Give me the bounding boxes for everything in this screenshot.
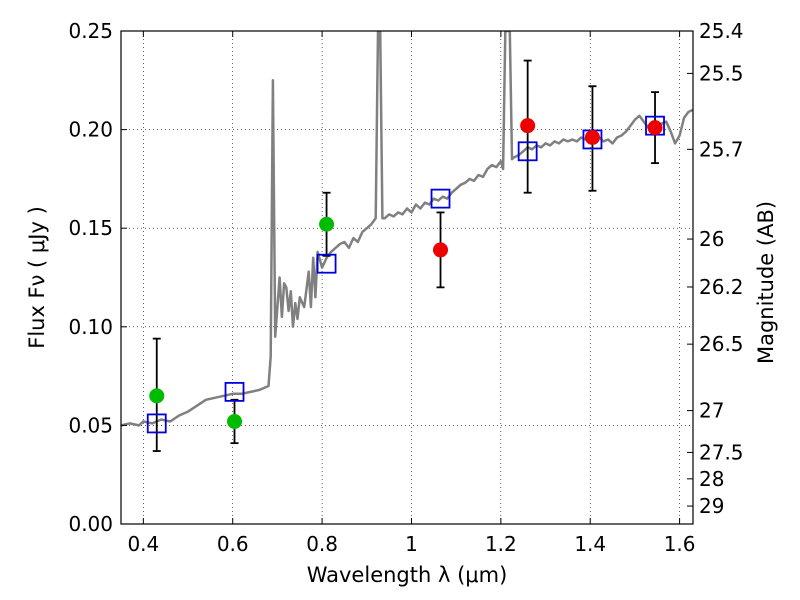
y-tick-label: 0.15 — [68, 216, 113, 240]
y2-tick-label: 26.5 — [699, 332, 744, 356]
plot-area — [121, 31, 693, 427]
x-tick-label: 0.4 — [127, 532, 159, 556]
observed-point-marker — [149, 388, 165, 404]
y2-axis-label: Magnitude (AB) — [754, 201, 778, 364]
y-tick-label: 0.25 — [68, 19, 113, 43]
x-tick-label: 0.8 — [306, 532, 338, 556]
x-tick-label: 0.6 — [217, 532, 249, 556]
observed-point-marker — [647, 120, 663, 136]
x-tick-label: 1.2 — [485, 532, 517, 556]
y2-tick-label: 28 — [699, 467, 724, 491]
x-axis-label: Wavelength λ (μm) — [307, 563, 508, 587]
observed-point-marker — [584, 129, 600, 145]
x-tick-label: 1.4 — [574, 532, 606, 556]
y-tick-label: 0.05 — [68, 413, 113, 437]
model-square-marker — [146, 413, 167, 434]
observed-point-marker — [319, 216, 335, 232]
y2-tick-label: 27 — [699, 399, 724, 423]
spectrum-line — [121, 31, 693, 427]
grid — [121, 30, 693, 525]
y-tick-label: 0.20 — [68, 118, 113, 142]
y-tick-label: 0.10 — [68, 315, 113, 339]
y2-tick-label: 25.4 — [699, 19, 744, 43]
plot-frame — [120, 30, 694, 525]
observed-point-marker — [520, 118, 536, 134]
y2-tick-label: 26.2 — [699, 275, 744, 299]
y2-tick-label: 29 — [699, 494, 724, 518]
model-square-marker — [517, 141, 538, 162]
y2-tick-label: 27.5 — [699, 440, 744, 464]
y2-tick-label: 26 — [699, 227, 724, 251]
axes: 0.4 0.6 0.8 1 1.2 1.4 1.6 0.00 0.05 0.10 0.15 0.20 0… — [68, 19, 743, 556]
model-square-marker — [316, 253, 337, 274]
model-square-marker — [430, 188, 451, 209]
x-tick-label: 1.6 — [664, 532, 696, 556]
y-tick-label: 0.00 — [68, 512, 113, 536]
x-tick-label: 1 — [405, 532, 418, 556]
y2-tick-label: 25.5 — [699, 61, 744, 85]
model-square-marker — [224, 381, 245, 402]
markers — [146, 59, 665, 452]
observed-point-marker — [227, 413, 243, 429]
observed-point-marker — [433, 242, 449, 258]
y-axis-label: Flux Fν ( μJy ) — [25, 206, 49, 349]
y2-tick-label: 25.7 — [699, 137, 744, 161]
